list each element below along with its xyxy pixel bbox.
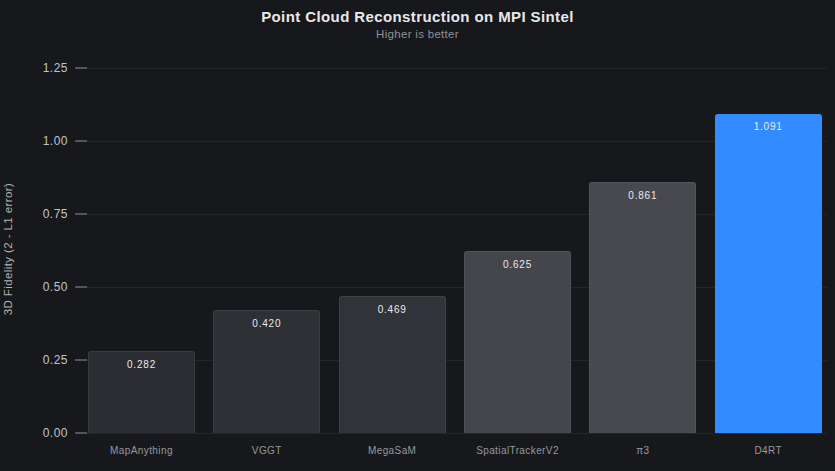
gridline [75, 68, 827, 69]
bar-spatialtrackerv2: 0.625 [464, 251, 571, 434]
y-axis-tickmark [75, 359, 87, 361]
y-axis-tickmark [75, 67, 87, 69]
y-tick-label: 0.00 [25, 426, 68, 440]
bar-value-label: 0.625 [465, 259, 570, 270]
y-tick-label: 0.25 [25, 353, 68, 367]
bar-value-label: 0.420 [214, 318, 319, 329]
x-axis-label: MegaSaM [329, 445, 456, 456]
bar-d4rt: 1.091 [715, 114, 822, 433]
y-tick-label: 1.00 [25, 134, 68, 148]
y-tick-label: 0.75 [25, 207, 68, 221]
bar-value-label: 1.091 [715, 121, 822, 132]
bar--3: 0.861 [589, 182, 696, 433]
y-tick-label: 0.50 [25, 280, 68, 294]
bar-mapanything: 0.282 [88, 351, 195, 433]
y-axis-tickmark [75, 432, 87, 434]
bar-megasam: 0.469 [339, 296, 446, 433]
chart-subtitle: Higher is better [0, 28, 835, 40]
bar-vggt: 0.420 [213, 310, 320, 433]
y-axis-tickmark [75, 286, 87, 288]
x-axis-label: D4RT [705, 445, 832, 456]
plot-area: 0.282 0.420 0.469 0.625 0.861 1.091 [75, 68, 827, 433]
y-axis-title: 3D Fidelity (2 - L1 error) [2, 149, 14, 349]
y-tick-label: 1.25 [25, 61, 68, 75]
y-axis-tickmark [75, 140, 87, 142]
bar-value-label: 0.469 [340, 304, 445, 315]
y-axis-tickmark [75, 213, 87, 215]
x-axis-label: SpatialTrackerV2 [454, 445, 581, 456]
chart-title: Point Cloud Reconstruction on MPI Sintel [0, 8, 835, 25]
x-axis-label: π3 [579, 445, 706, 456]
bar-value-label: 0.861 [590, 190, 695, 201]
bar-value-label: 0.282 [89, 359, 194, 370]
x-axis-label: VGGT [203, 445, 330, 456]
x-axis-label: MapAnything [78, 445, 205, 456]
chart-header: Point Cloud Reconstruction on MPI Sintel… [0, 8, 835, 40]
chart-canvas: Point Cloud Reconstruction on MPI Sintel… [0, 0, 835, 471]
